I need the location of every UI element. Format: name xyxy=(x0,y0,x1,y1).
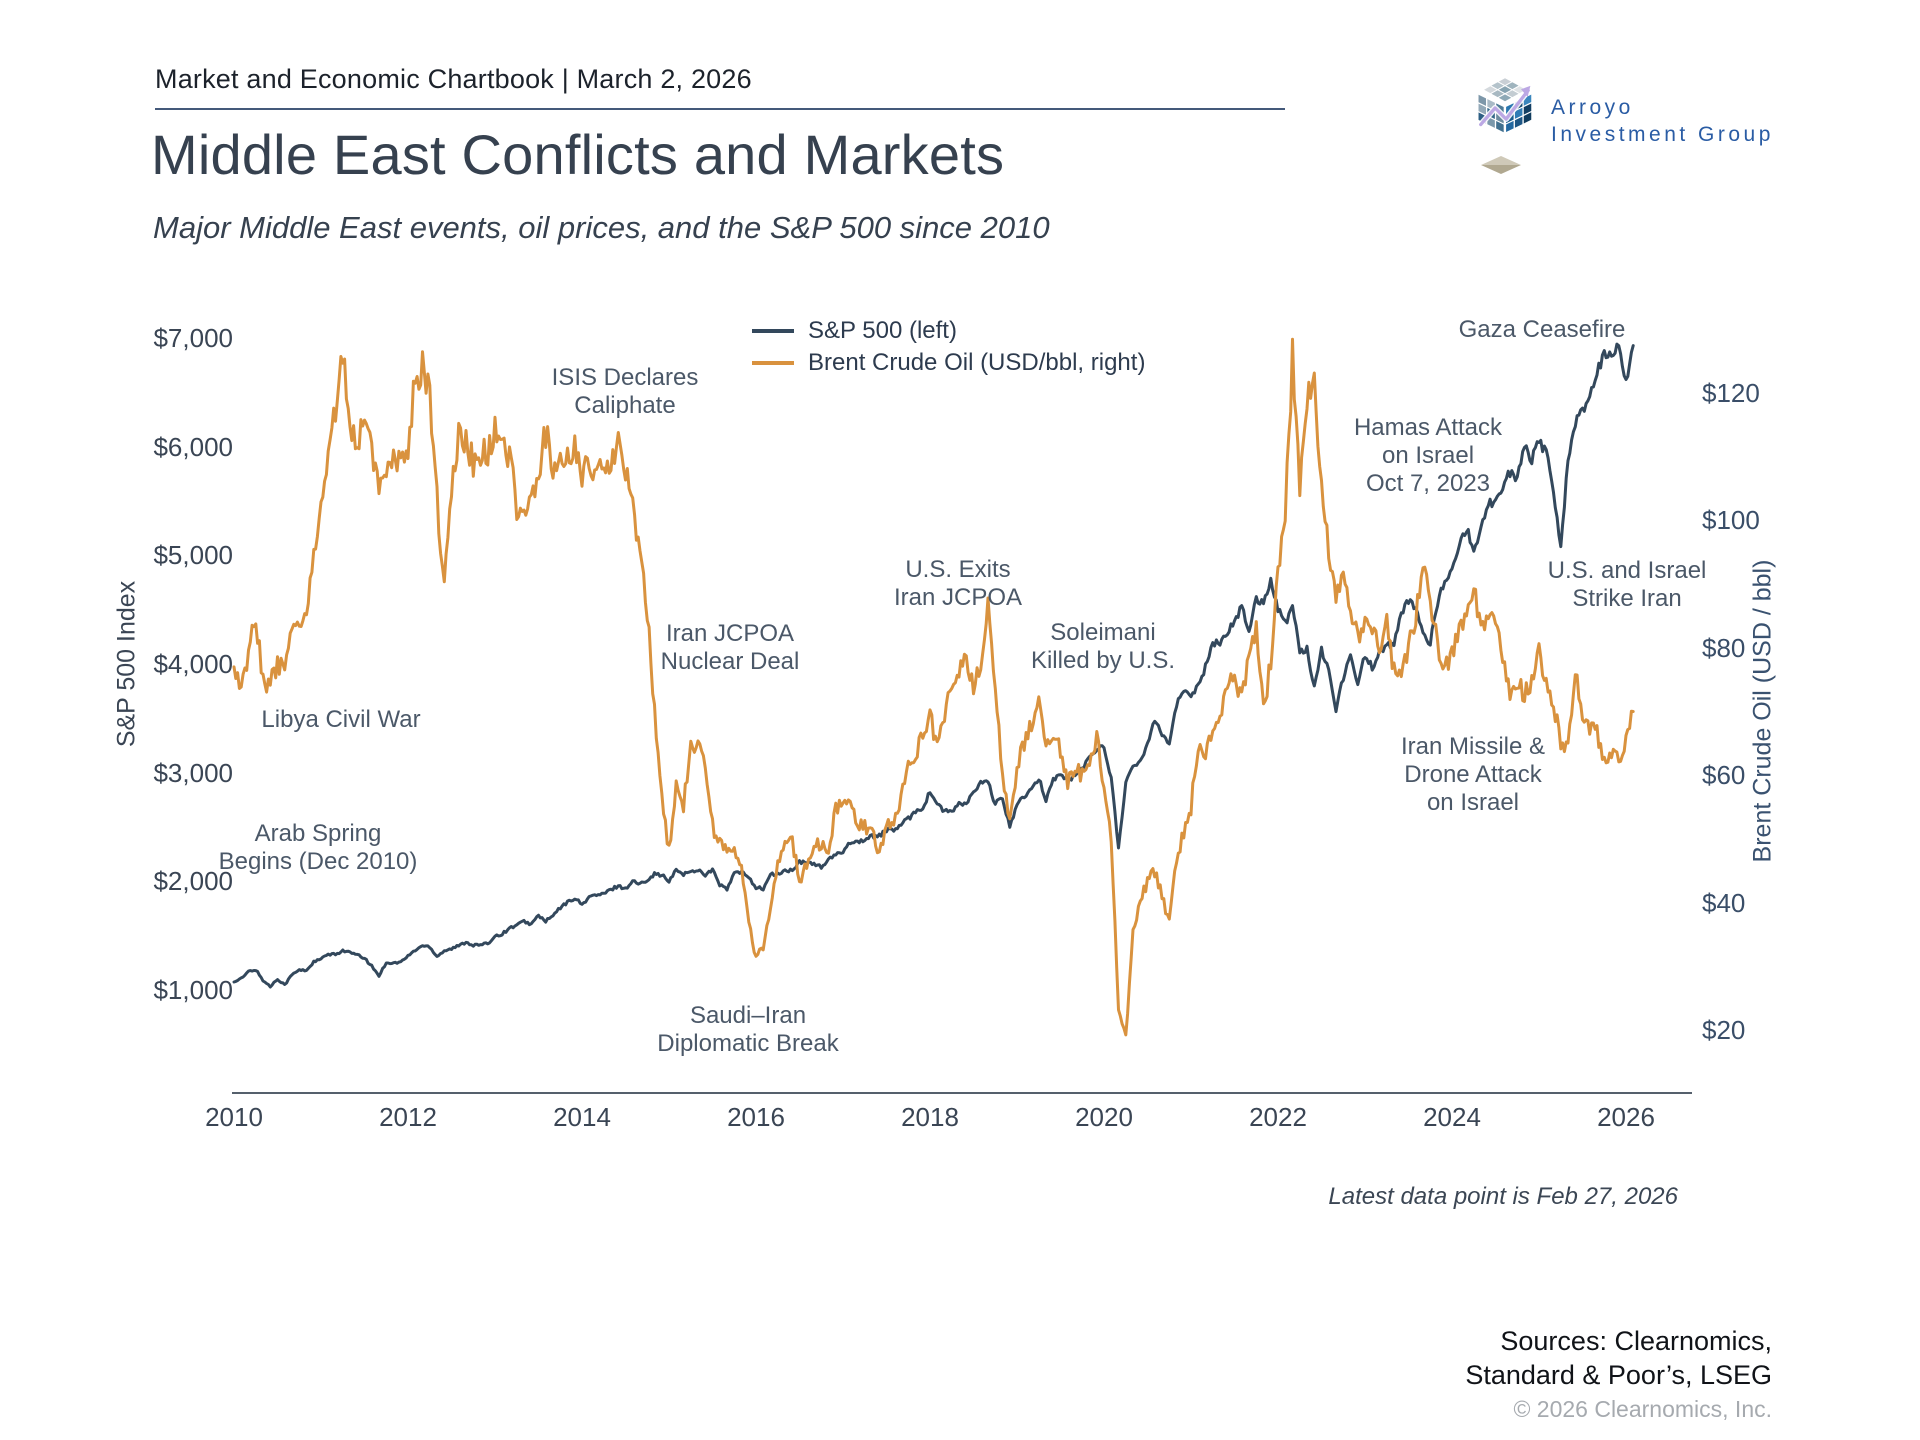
tick-label: 2018 xyxy=(901,1102,959,1132)
tick-label: $7,000 xyxy=(153,323,233,353)
diamond-icon xyxy=(1481,156,1521,174)
brent-line-swatch xyxy=(752,361,794,365)
sources-line2: Standard & Poor’s, LSEG xyxy=(1465,1360,1772,1390)
tick-label: 2012 xyxy=(379,1102,437,1132)
sp500-line-swatch xyxy=(752,329,794,333)
mosaic-cube-icon xyxy=(1477,78,1532,133)
page-subtitle: Major Middle East events, oil prices, an… xyxy=(153,210,1050,245)
logo-line2: Investment Group xyxy=(1551,123,1774,146)
logo-line1: Arroyo xyxy=(1551,96,1634,119)
tick-label: $2,000 xyxy=(153,866,233,897)
header-divider xyxy=(155,108,1285,110)
brent-line xyxy=(232,337,1635,1037)
sp500-line xyxy=(232,342,1635,989)
event-annotation: Soleimani Killed by U.S. xyxy=(1030,619,1176,674)
tick-label: 2020 xyxy=(1075,1102,1133,1132)
event-annotation: U.S. Exits Iran JCPOA xyxy=(893,556,1023,611)
logo-wordmark: Arroyo Investment Group xyxy=(1551,94,1774,148)
event-annotation: ISIS Declares Caliphate xyxy=(551,364,699,419)
tick-label: $4,000 xyxy=(153,649,233,679)
tick-label: $20 xyxy=(1702,1015,1746,1045)
tick-label: 2010 xyxy=(205,1102,263,1132)
event-annotation: Libya Civil War xyxy=(261,706,421,733)
tick-label: $3,000 xyxy=(153,757,233,788)
y-axis-right-title: Brent Crude Oil (USD / bbl) xyxy=(1748,559,1777,863)
tick-label: $1,000 xyxy=(153,975,233,1005)
event-annotation: U.S. and Israel Strike Iran xyxy=(1547,557,1707,612)
arrowhead xyxy=(1521,85,1531,97)
sources-text: Sources: Clearnomics, Standard & Poor’s,… xyxy=(1465,1324,1772,1392)
legend-label-brent: Brent Crude Oil (USD/bbl, right) xyxy=(808,349,1146,376)
legend-item-brent: Brent Crude Oil (USD/bbl, right) xyxy=(752,349,1146,376)
event-annotation: Iran Missile & Drone Attack on Israel xyxy=(1400,733,1546,816)
tick-label: $60 xyxy=(1702,760,1746,791)
legend-item-sp500: S&P 500 (left) xyxy=(752,317,957,344)
tick-label: $100 xyxy=(1702,505,1760,536)
page-title: Middle East Conflicts and Markets xyxy=(151,123,1005,186)
tick-label: $120 xyxy=(1702,378,1760,408)
event-annotation: Saudi–Iran Diplomatic Break xyxy=(657,1002,839,1057)
event-annotation: Gaza Ceasefire xyxy=(1458,316,1626,343)
copyright-text: © 2026 Clearnomics, Inc. xyxy=(1513,1396,1772,1422)
tick-label: 2026 xyxy=(1597,1102,1655,1132)
tick-label: $40 xyxy=(1702,887,1746,918)
x-axis-line xyxy=(232,1092,1692,1094)
legend-label-sp500: S&P 500 (left) xyxy=(808,317,957,344)
tick-label: 2022 xyxy=(1249,1102,1307,1132)
sources-line1: Sources: Clearnomics, xyxy=(1500,1326,1772,1356)
tick-label: $6,000 xyxy=(153,431,233,462)
tick-label: 2014 xyxy=(553,1102,611,1132)
tick-label: $80 xyxy=(1702,632,1746,663)
tick-label: 2016 xyxy=(727,1102,785,1132)
tick-label: 2024 xyxy=(1423,1102,1481,1132)
report-eyebrow: Market and Economic Chartbook | March 2,… xyxy=(155,64,752,94)
latest-data-footnote: Latest data point is Feb 27, 2026 xyxy=(1328,1183,1678,1210)
arroyo-logo: Arroyo Investment Group xyxy=(1473,76,1803,186)
tick-label: $5,000 xyxy=(153,540,233,571)
event-annotation: Arab Spring Begins (Dec 2010) xyxy=(218,820,418,875)
event-annotation: Hamas Attack on Israel Oct 7, 2023 xyxy=(1353,414,1503,497)
event-annotation: Iran JCPOA Nuclear Deal xyxy=(660,620,800,675)
